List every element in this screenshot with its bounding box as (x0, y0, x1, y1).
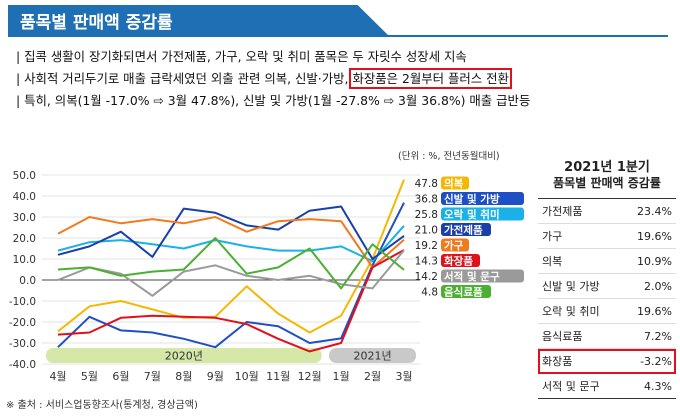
unit-note: (단위 : %, 전년동월대비) (398, 151, 500, 162)
table-title: 2021년 1분기 (564, 160, 650, 175)
table-row-label: 가전제품 (542, 205, 583, 218)
table-row-label: 서적 및 문구 (542, 380, 600, 393)
table-row-value: 4.3% (644, 380, 672, 393)
table-subtitle: 품목별 판매액 증감률 (553, 176, 661, 190)
bullet-line-2-text: | 사회적 거리두기로 매출 급락세였던 외출 관련 의복, 신발·가방, (16, 71, 353, 86)
series-name-label: 가전제품 (444, 224, 483, 237)
source-note: ※ 출처 : 서비스업동향조사(통계청, 경상금액) (6, 400, 198, 411)
table-row-label: 신발 및 가방 (542, 280, 600, 293)
series-line (57, 216, 405, 269)
x-tick-label: 12월 (298, 370, 322, 383)
year-band (46, 348, 322, 363)
year-band-label: 2021년 (353, 350, 391, 363)
y-tick-label: -10.0 (9, 296, 36, 308)
year-band-label: 2020년 (165, 350, 203, 363)
table-row-label: 오락 및 취미 (542, 305, 600, 318)
x-tick-label: 11월 (266, 370, 290, 383)
end-value-label: 21.0 (415, 225, 438, 237)
series-name-tag (441, 223, 491, 236)
x-tick-label: 7월 (144, 370, 161, 383)
series-name-label: 화장품 (444, 255, 473, 268)
series-name-tag (441, 176, 469, 190)
page-title: 품목별 판매액 증감률 (20, 13, 173, 33)
series-name-tag (441, 254, 480, 267)
series-line (57, 179, 405, 334)
bullet-line-3: | 특히, 의복(1월 -17.0% ⇨ 3월 47.8%), 신발 및 가방(… (16, 93, 531, 108)
table-row-label: 의복 (542, 255, 563, 268)
series-line (57, 249, 405, 297)
series-name-tag (441, 285, 491, 298)
y-tick-label: 30.0 (13, 212, 36, 224)
x-tick-label: 10월 (235, 370, 259, 383)
y-tick-label: 20.0 (13, 233, 36, 245)
table-row-value: 10.9% (637, 255, 672, 268)
x-tick-label: 9월 (207, 370, 224, 383)
table-row: 오락 및 취미 19.6% (538, 299, 676, 324)
y-tick-label: 0.0 (19, 275, 36, 287)
series-name-tag (441, 238, 469, 252)
x-tick-label: 5월 (81, 370, 98, 383)
y-tick-label: -30.0 (9, 338, 36, 350)
table-row: 서적 및 문구 4.3% (538, 374, 676, 399)
x-tick-label: 3월 (395, 370, 412, 383)
series-name-tag (441, 269, 524, 283)
title-banner (8, 5, 388, 35)
summary-table: 2021년 1분기 품목별 판매액 증감률 가전제품 23.4% 가구 19.6% 의복… (538, 140, 676, 402)
table-row-label: 가구 (542, 230, 563, 243)
series-name-tag (441, 207, 524, 221)
series-line (57, 205, 405, 260)
year-band (329, 348, 416, 363)
table-row-label: 화장품 (542, 355, 573, 368)
x-tick-label: 4월 (49, 370, 66, 383)
table-row-value: 23.4% (637, 205, 672, 218)
table-row-value: 19.6% (637, 305, 672, 318)
end-value-label: 47.8 (415, 178, 438, 190)
y-tick-label: 10.0 (13, 254, 36, 266)
x-tick-label: 8월 (175, 370, 192, 383)
table-row: 가구 19.6% (538, 224, 676, 249)
bullet-line-2: | 사회적 거리두기로 매출 급락세였던 외출 관련 의복, 신발·가방, 화장… (16, 68, 666, 90)
end-value-label: 36.8 (415, 194, 438, 206)
bullet-line-1: | 집콕 생활이 장기화되면서 가전제품, 가구, 오락 및 취미 품목은 두 … (16, 49, 467, 64)
series-line (57, 225, 405, 263)
table-row-value: 7.2% (644, 330, 672, 343)
bullet-highlight: 화장품은 2월부터 플러스 전환 (349, 68, 512, 89)
line-chart: -40.0 -30.0 -20.0 -10.0 0.0 10.0 20.0 30.0 40.0 5… (9, 170, 524, 383)
series-line (57, 249, 405, 353)
table-row: 음식료품 7.2% (538, 324, 676, 349)
end-value-label: 14.2 (415, 271, 438, 283)
table-row: 의복 10.9% (538, 249, 676, 274)
table-row-value: -3.2% (640, 355, 672, 368)
x-tick-label: 2월 (364, 370, 381, 383)
end-value-label: 14.3 (415, 256, 438, 268)
series-name-tag (441, 192, 524, 205)
series-name-label: 서적 및 문구 (444, 270, 500, 283)
table-row: 가전제품 23.4% (538, 199, 676, 224)
end-value-label: 4.8 (421, 287, 438, 299)
end-value-label: 19.2 (415, 240, 438, 252)
series-line (57, 237, 405, 290)
y-tick-label: -40.0 (9, 359, 36, 371)
series-name-label: 오락 및 취미 (444, 208, 500, 221)
table-row: 신발 및 가방 2.0% (538, 274, 676, 299)
summary-bullets: | 집콕 생활이 장기화되면서 가전제품, 가구, 오락 및 취미 품목은 두 … (16, 46, 666, 112)
y-tick-label: 40.0 (13, 191, 36, 203)
x-tick-label: 6월 (112, 370, 129, 383)
table-row: 화장품 -3.2% (538, 349, 676, 374)
x-tick-label: 1월 (333, 370, 350, 383)
title-bar: 품목별 판매액 증감률 (8, 5, 668, 37)
end-value-label: 25.8 (415, 209, 438, 221)
series-name-label: 가구 (444, 239, 464, 252)
series-name-label: 의복 (444, 177, 464, 190)
series-name-label: 음식료품 (444, 286, 483, 299)
title-underline (8, 35, 668, 37)
series-line (57, 202, 405, 349)
y-tick-label: -20.0 (9, 317, 36, 329)
table-row-value: 19.6% (637, 230, 672, 243)
table-row-value: 2.0% (644, 280, 672, 293)
table-body: 가전제품 23.4% 가구 19.6% 의복 10.9% 신발 및 가방 2.0% 오락 및 취… (538, 198, 676, 399)
y-tick-label: 50.0 (13, 170, 36, 182)
table-row-label: 음식료품 (542, 330, 583, 343)
series-name-label: 신발 및 가방 (444, 193, 500, 206)
